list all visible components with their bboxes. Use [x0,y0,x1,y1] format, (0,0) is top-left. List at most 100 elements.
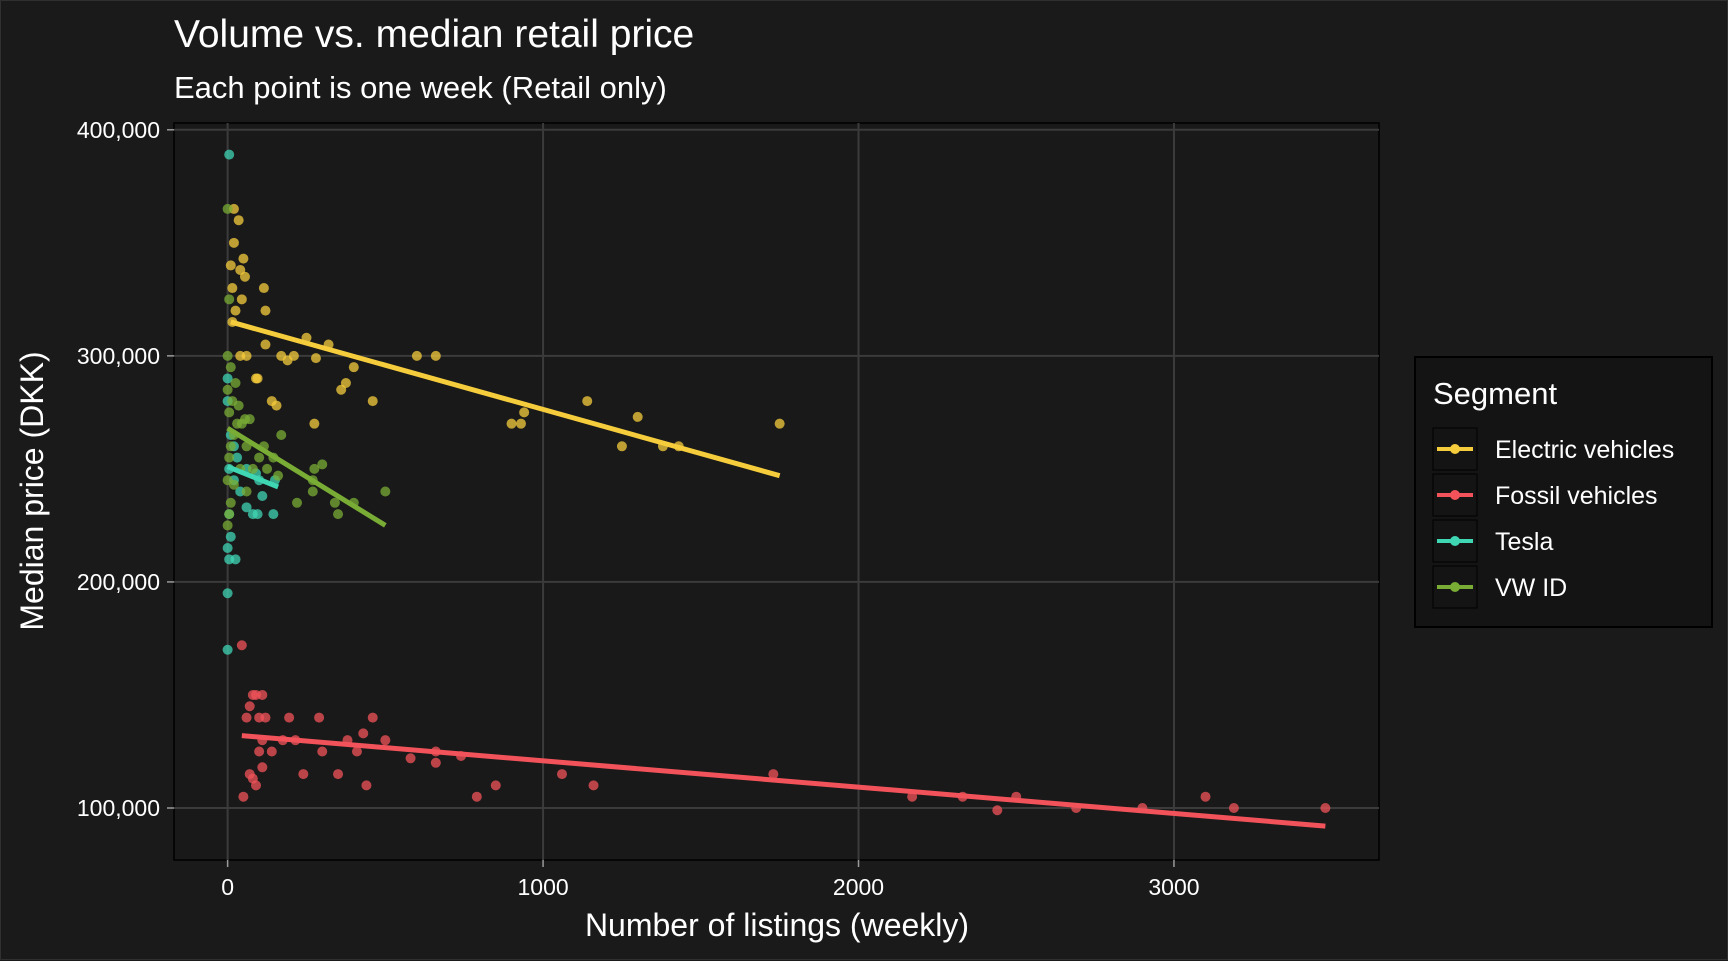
data-point [222,350,233,361]
data-point [1228,803,1239,814]
data-point [380,486,391,497]
y-axis-title: Median price (DKK) [14,351,50,630]
y-tick-label: 400,000 [77,117,160,143]
data-point [251,780,262,791]
data-point [292,497,303,508]
x-tick-label: 0 [221,874,234,900]
data-point [380,735,391,746]
data-point [241,486,252,497]
data-point [490,780,501,791]
data-point [632,411,643,422]
data-point [222,373,233,384]
data-point [262,463,273,474]
axis-ticks: 0 1000 2000 3000 100,000 200,000 300,000 400,00… [77,117,1200,900]
chart-subtitle: Each point is one week (Retail only) [174,70,667,105]
data-point [314,712,325,723]
data-point [519,407,530,418]
series-vw-id [222,203,391,531]
data-point [333,509,344,520]
data-point [241,350,252,361]
x-tick-label: 3000 [1148,874,1199,900]
data-point [307,486,318,497]
data-point [228,479,239,490]
data-point [260,712,271,723]
data-point [616,441,627,452]
trend-line-fossil-vehicles [241,733,1326,829]
data-point [515,418,526,429]
data-point [1200,791,1211,802]
legend-key-point [1450,444,1460,454]
data-point [222,644,233,655]
series-electric-vehicles [225,203,785,452]
data-point [233,400,244,411]
data-point [276,429,287,440]
data-point [430,350,441,361]
data-point [224,452,235,463]
data-point [367,396,378,407]
data-point [254,746,265,757]
x-tick-label: 1000 [517,874,568,900]
data-point [225,531,236,542]
legend-key-point [1450,582,1460,592]
data-point [238,791,249,802]
x-axis-title: Number of listings (weekly) [585,907,969,943]
legend-label: VW ID [1495,574,1567,602]
data-point [588,780,599,791]
data-point [233,215,244,226]
data-point [225,362,236,373]
data-point [471,791,482,802]
data-point [1320,803,1331,814]
legend-item: Tesla [1432,519,1553,563]
legend-key-point [1450,490,1460,500]
data-point [252,373,263,384]
data-point [222,588,233,599]
legend-item: VW ID [1432,565,1567,609]
data-point [236,418,247,429]
data-point [224,294,235,305]
trend-line-electric-vehicles [230,319,781,479]
y-tick-label: 200,000 [77,569,160,595]
data-point [244,701,255,712]
data-point [358,728,369,739]
data-point [257,491,268,502]
data-point [336,384,347,395]
data-point [348,362,359,373]
data-point [230,377,241,388]
data-point [309,463,320,474]
data-point [225,441,236,452]
data-point [230,554,241,565]
data-point [222,384,233,395]
data-point [224,509,235,520]
data-point [222,203,233,214]
data-point [244,414,255,425]
series-tesla [222,149,280,655]
legend-key-point [1450,536,1460,546]
data-point [351,746,362,757]
data-point [556,769,567,780]
data-point [506,418,517,429]
data-point [268,509,279,520]
legend-title: Segment [1433,376,1557,411]
legend: Segment Electric vehicles Fossil vehicles… [1414,356,1713,628]
data-point [222,543,233,554]
legend-item: Fossil vehicles [1432,473,1658,517]
data-point [317,459,328,470]
data-point [282,355,293,366]
plot-panel [173,122,1380,861]
data-point [252,509,263,520]
data-point [992,805,1003,816]
legend-label: Tesla [1495,528,1553,556]
data-point [260,305,271,316]
data-point [367,712,378,723]
data-point [258,283,269,294]
data-point [227,283,238,294]
data-point [257,762,268,773]
data-point [236,640,247,651]
data-point [225,260,236,271]
data-point [224,149,235,160]
data-point [225,497,236,508]
legend-item: Electric vehicles [1432,427,1674,471]
data-point [309,418,320,429]
